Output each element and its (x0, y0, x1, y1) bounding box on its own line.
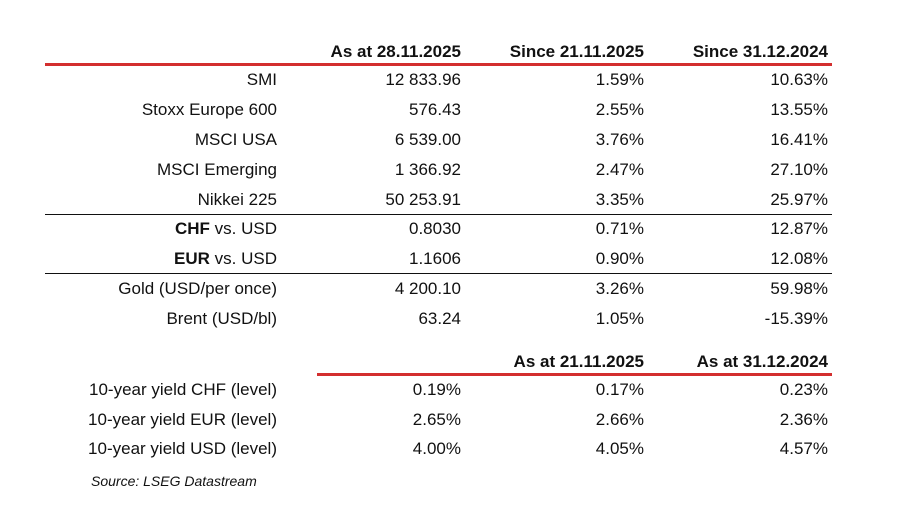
table-row: MSCI Emerging 1 366.92 2.47% 27.10% (45, 160, 832, 182)
row-label: CHF vs. USD (175, 219, 277, 239)
row-label-text: vs. USD (209, 249, 277, 268)
cell-value: 12.08% (770, 249, 828, 268)
table-row: Brent (USD/bl) 63.24 1.05% -15.39% (45, 309, 832, 331)
cell-value: 2.66% (595, 410, 644, 429)
cell-value: 50 253.91 (385, 190, 461, 209)
cell-value: 0.90% (595, 249, 644, 268)
row-label: EUR vs. USD (174, 249, 277, 269)
cell-value: 3.76% (595, 130, 644, 149)
section-divider (45, 273, 832, 274)
currency-code: EUR (174, 249, 210, 268)
cell-value: 0.8030 (409, 219, 461, 238)
cell-value: 4 200.10 (394, 279, 461, 298)
row-label-text: SMI (246, 70, 277, 89)
row-label-text: vs. USD (209, 219, 277, 238)
table-row: Gold (USD/per once) 4 200.10 3.26% 59.98% (45, 279, 832, 301)
cell-value: 0.23% (779, 380, 828, 399)
cell-value: 27.10% (770, 160, 828, 179)
cell-value: 0.19% (412, 380, 461, 399)
cell-value: 63.24 (418, 309, 461, 328)
yield-header: As at 21.11.2025 As at 31.12.2024 (45, 352, 832, 374)
row-label: Gold (USD/per once) (118, 279, 277, 299)
cell-value: 4.05% (595, 439, 644, 458)
cell-value: 6 539.00 (394, 130, 461, 149)
cell-value: 3.26% (595, 279, 644, 298)
cell-value: 10.63% (770, 70, 828, 89)
table-row: EUR vs. USD 1.1606 0.90% 12.08% (45, 249, 832, 271)
row-label: Stoxx Europe 600 (142, 100, 277, 120)
header-col-2: Since 21.11.2025 (509, 42, 644, 61)
yield-header-col-2: As at 31.12.2024 (696, 352, 828, 371)
table-row: Nikkei 225 50 253.91 3.35% 25.97% (45, 190, 832, 212)
cell-value: 1 366.92 (394, 160, 461, 179)
cell-value: 2.65% (412, 410, 461, 429)
row-label: 10-year yield CHF (level) (89, 380, 277, 399)
row-label-text: MSCI USA (194, 130, 277, 149)
row-label: SMI (247, 70, 277, 90)
row-label-text: MSCI Emerging (157, 160, 277, 179)
table-row: CHF vs. USD 0.8030 0.71% 12.87% (45, 219, 832, 241)
table-row: MSCI USA 6 539.00 3.76% 16.41% (45, 130, 832, 152)
header-col-3: Since 31.12.2024 (692, 42, 828, 61)
cell-value: 4.57% (779, 439, 828, 458)
currency-code: CHF (174, 219, 210, 238)
header-divider (45, 63, 832, 66)
row-label: Nikkei 225 (198, 190, 277, 210)
yield-row: 10-year yield CHF (level) 0.19% 0.17% 0.23% (45, 380, 832, 402)
cell-value: 1.05% (595, 309, 644, 328)
yield-row: 10-year yield EUR (level) 2.65% 2.66% 2.36% (45, 410, 832, 432)
cell-value: 2.55% (595, 100, 644, 119)
cell-value: 59.98% (770, 279, 828, 298)
cell-value: 576.43 (409, 100, 461, 119)
row-label-text: Gold (USD/per once) (118, 279, 277, 298)
cell-value: 1.59% (595, 70, 644, 89)
cell-value: 4.00% (412, 439, 461, 458)
cell-value: 3.35% (595, 190, 644, 209)
source-note: Source: LSEG Datastream (91, 473, 257, 489)
header-col-1: As at 28.11.2025 (330, 42, 461, 61)
yield-header-col-1: As at 21.11.2025 (513, 352, 644, 371)
row-label: MSCI USA (195, 130, 277, 150)
cell-value: 13.55% (770, 100, 828, 119)
cell-value: 1.1606 (409, 249, 461, 268)
row-label: MSCI Emerging (157, 160, 277, 180)
row-label: 10-year yield USD (level) (88, 439, 277, 458)
cell-value: 0.17% (595, 380, 644, 399)
section-divider (45, 214, 832, 215)
row-label-text: Stoxx Europe 600 (141, 100, 277, 119)
table-row: SMI 12 833.96 1.59% 10.63% (45, 70, 832, 92)
table-header: As at 28.11.2025 Since 21.11.2025 Since … (45, 42, 832, 64)
cell-value: 16.41% (770, 130, 828, 149)
yield-header-divider (317, 373, 832, 376)
cell-value: 25.97% (770, 190, 828, 209)
cell-value: 0.71% (595, 219, 644, 238)
row-label: 10-year yield EUR (level) (88, 410, 277, 429)
cell-value: 12 833.96 (385, 70, 461, 89)
row-label: Brent (USD/bl) (166, 309, 277, 329)
row-label-text: Brent (USD/bl) (166, 309, 277, 328)
cell-value: 12.87% (770, 219, 828, 238)
row-label-text: Nikkei 225 (197, 190, 277, 209)
yield-row: 10-year yield USD (level) 4.00% 4.05% 4.57% (45, 439, 832, 461)
cell-value: -15.39% (764, 309, 828, 328)
cell-value: 2.47% (595, 160, 644, 179)
table-row: Stoxx Europe 600 576.43 2.55% 13.55% (45, 100, 832, 122)
cell-value: 2.36% (779, 410, 828, 429)
